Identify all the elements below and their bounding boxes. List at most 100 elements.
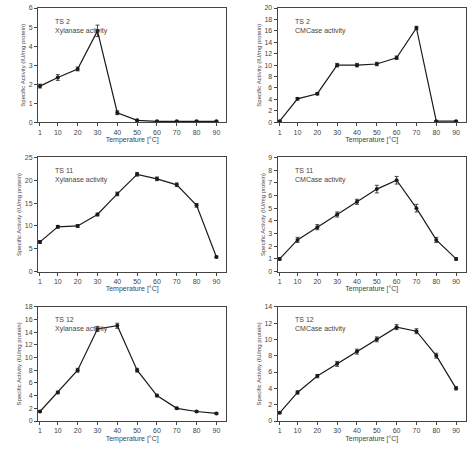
svg-text:10: 10 <box>54 129 62 136</box>
svg-text:30: 30 <box>94 129 102 136</box>
svg-text:70: 70 <box>173 427 181 434</box>
svg-text:Temperature [°C]: Temperature [°C] <box>106 136 159 144</box>
svg-text:5: 5 <box>268 205 272 212</box>
svg-text:8: 8 <box>29 367 33 374</box>
svg-text:1: 1 <box>278 278 282 285</box>
svg-text:9: 9 <box>268 154 272 161</box>
svg-text:10: 10 <box>264 62 272 69</box>
svg-text:0: 0 <box>29 417 33 424</box>
svg-text:2: 2 <box>268 243 272 250</box>
svg-text:90: 90 <box>213 278 221 285</box>
svg-text:TS 2CMCase activity: TS 2CMCase activity <box>295 18 346 35</box>
svg-text:0: 0 <box>29 119 33 126</box>
svg-text:4: 4 <box>268 385 272 392</box>
svg-text:TS 12CMCase activity: TS 12CMCase activity <box>295 316 346 333</box>
svg-text:30: 30 <box>94 278 102 285</box>
svg-text:60: 60 <box>393 278 401 285</box>
svg-text:6: 6 <box>268 84 272 91</box>
svg-text:80: 80 <box>193 129 201 136</box>
svg-text:25: 25 <box>25 154 33 161</box>
svg-text:40: 40 <box>113 278 121 285</box>
svg-text:1: 1 <box>38 129 42 136</box>
svg-text:20: 20 <box>313 427 321 434</box>
svg-text:Temperature [°C]: Temperature [°C] <box>345 136 398 144</box>
svg-text:12: 12 <box>264 50 272 57</box>
svg-text:40: 40 <box>353 427 361 434</box>
svg-text:18: 18 <box>264 16 272 23</box>
svg-text:80: 80 <box>193 278 201 285</box>
svg-text:Specific Activity (IU/mg prote: Specific Activity (IU/mg protein) <box>256 322 262 405</box>
svg-text:50: 50 <box>373 129 381 136</box>
svg-text:6: 6 <box>268 192 272 199</box>
svg-text:Temperature [°C]: Temperature [°C] <box>106 435 159 443</box>
svg-text:0: 0 <box>268 268 272 275</box>
svg-text:50: 50 <box>133 129 141 136</box>
svg-text:3: 3 <box>268 230 272 237</box>
svg-text:12: 12 <box>264 320 272 327</box>
svg-text:90: 90 <box>452 278 460 285</box>
svg-text:50: 50 <box>133 278 141 285</box>
svg-text:0: 0 <box>268 119 272 126</box>
svg-text:Specific Activity (IU/mg prote: Specific Activity (IU/mg protein) <box>256 24 262 107</box>
svg-text:14: 14 <box>264 303 272 310</box>
svg-text:20: 20 <box>313 278 321 285</box>
svg-text:20: 20 <box>313 129 321 136</box>
svg-text:Temperature [°C]: Temperature [°C] <box>345 435 398 443</box>
svg-text:10: 10 <box>264 336 272 343</box>
svg-text:20: 20 <box>74 129 82 136</box>
svg-text:20: 20 <box>264 4 272 11</box>
svg-text:1: 1 <box>268 255 272 262</box>
svg-text:10: 10 <box>294 129 302 136</box>
svg-text:1: 1 <box>38 427 42 434</box>
svg-text:70: 70 <box>173 129 181 136</box>
svg-text:2: 2 <box>268 107 272 114</box>
svg-text:40: 40 <box>113 129 121 136</box>
svg-text:20: 20 <box>74 278 82 285</box>
svg-text:40: 40 <box>113 427 121 434</box>
svg-text:30: 30 <box>333 278 341 285</box>
svg-text:2: 2 <box>29 81 33 88</box>
svg-text:60: 60 <box>393 129 401 136</box>
svg-text:70: 70 <box>413 129 421 136</box>
svg-text:TS 2Xylanase activity: TS 2Xylanase activity <box>55 18 108 35</box>
svg-text:30: 30 <box>333 129 341 136</box>
svg-text:TS 11Xylanase activity: TS 11Xylanase activity <box>55 167 108 184</box>
svg-text:10: 10 <box>294 278 302 285</box>
svg-text:10: 10 <box>54 427 62 434</box>
svg-text:Temperature [°C]: Temperature [°C] <box>345 285 398 293</box>
svg-text:1: 1 <box>29 100 33 107</box>
svg-text:14: 14 <box>264 39 272 46</box>
svg-text:10: 10 <box>54 278 62 285</box>
svg-text:90: 90 <box>213 129 221 136</box>
svg-text:1: 1 <box>278 129 282 136</box>
svg-text:16: 16 <box>25 316 33 323</box>
svg-text:8: 8 <box>268 167 272 174</box>
svg-text:50: 50 <box>373 427 381 434</box>
svg-text:6: 6 <box>268 368 272 375</box>
svg-text:Specific Activity (IU/mg prote: Specific Activity (IU/mg protein) <box>16 173 22 256</box>
svg-text:8: 8 <box>268 73 272 80</box>
svg-text:4: 4 <box>29 392 33 399</box>
svg-text:10: 10 <box>25 222 33 229</box>
svg-text:40: 40 <box>353 129 361 136</box>
svg-text:2: 2 <box>29 405 33 412</box>
svg-text:30: 30 <box>94 427 102 434</box>
svg-text:1: 1 <box>38 278 42 285</box>
svg-text:5: 5 <box>29 24 33 31</box>
svg-text:10: 10 <box>25 354 33 361</box>
svg-text:12: 12 <box>25 341 33 348</box>
svg-text:80: 80 <box>432 427 440 434</box>
svg-text:60: 60 <box>153 129 161 136</box>
svg-text:10: 10 <box>294 427 302 434</box>
svg-text:90: 90 <box>452 129 460 136</box>
svg-text:90: 90 <box>213 427 221 434</box>
svg-text:80: 80 <box>193 427 201 434</box>
svg-text:4: 4 <box>29 43 33 50</box>
svg-text:40: 40 <box>353 278 361 285</box>
svg-text:20: 20 <box>74 427 82 434</box>
svg-text:18: 18 <box>25 303 33 310</box>
svg-text:Temperature [°C]: Temperature [°C] <box>106 285 159 293</box>
svg-text:0: 0 <box>268 417 272 424</box>
svg-text:1: 1 <box>278 427 282 434</box>
svg-text:TS 12Xylanase activity: TS 12Xylanase activity <box>55 316 108 333</box>
